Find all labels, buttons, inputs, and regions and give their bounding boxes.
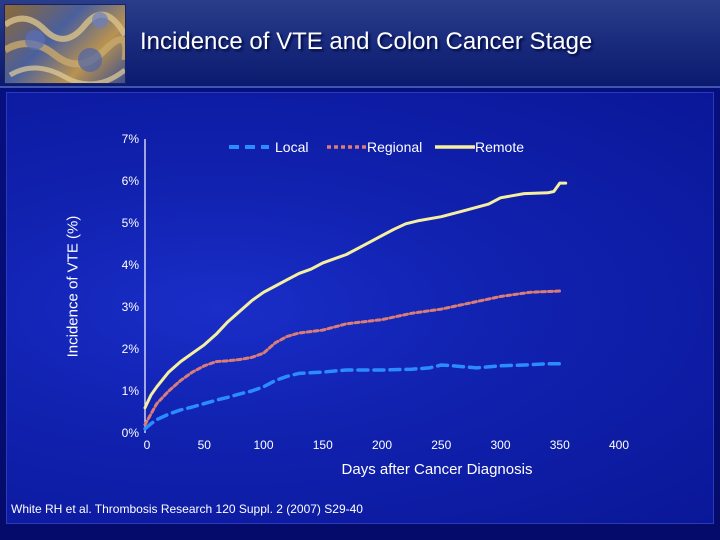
slide-title: Incidence of VTE and Colon Cancer Stage bbox=[140, 28, 593, 55]
x-tick-label: 50 bbox=[198, 438, 212, 452]
x-tick-label: 0 bbox=[144, 438, 151, 452]
cell-image-thumbnail bbox=[4, 4, 126, 84]
x-tick-label: 150 bbox=[313, 438, 333, 452]
x-tick-label: 300 bbox=[490, 438, 510, 452]
vte-line-chart: 0% 1% 2% 3% 4% 5% 6% 7% 0 50 100 150 200 250 300 350 400… bbox=[122, 132, 630, 452]
x-tick-label: 100 bbox=[253, 438, 273, 452]
y-tick-label: 0% bbox=[122, 426, 140, 440]
y-axis-title: Incidence of VTE (%) bbox=[64, 215, 82, 358]
y-tick-label: 1% bbox=[122, 384, 140, 398]
x-tick-label: 200 bbox=[372, 438, 392, 452]
series-line-remote bbox=[143, 181, 568, 410]
y-tick-label: 2% bbox=[122, 342, 140, 356]
x-axis-title: Days after Cancer Diagnosis bbox=[341, 461, 533, 478]
axes: 0% 1% 2% 3% 4% 5% 6% 7% 0 50 100 150 200 250 300 350 400 bbox=[122, 132, 630, 452]
slide-header: Incidence of VTE and Colon Cancer Stage bbox=[0, 0, 720, 88]
x-tick-label: 250 bbox=[431, 438, 451, 452]
y-tick-label: 3% bbox=[122, 300, 140, 314]
y-tick-label: 7% bbox=[122, 132, 140, 146]
legend-label-regional: Regional bbox=[367, 139, 422, 155]
series-group bbox=[143, 181, 568, 431]
y-tick-label: 6% bbox=[122, 174, 140, 188]
x-tick-label: 400 bbox=[609, 438, 629, 452]
series-line-local bbox=[143, 361, 562, 431]
legend-label-remote: Remote bbox=[475, 139, 524, 155]
y-tick-label: 5% bbox=[122, 216, 140, 230]
chart-panel: 0% 1% 2% 3% 4% 5% 6% 7% 0 50 100 150 200 250 300 350 400… bbox=[6, 92, 714, 524]
legend-label-local: Local bbox=[275, 139, 308, 155]
series-line-regional bbox=[143, 289, 562, 427]
y-tick-label: 4% bbox=[122, 258, 140, 272]
legend: Local Regional Remote bbox=[229, 139, 524, 155]
source-citation: White RH et al. Thrombosis Research 120 … bbox=[11, 502, 363, 516]
x-tick-label: 350 bbox=[550, 438, 570, 452]
